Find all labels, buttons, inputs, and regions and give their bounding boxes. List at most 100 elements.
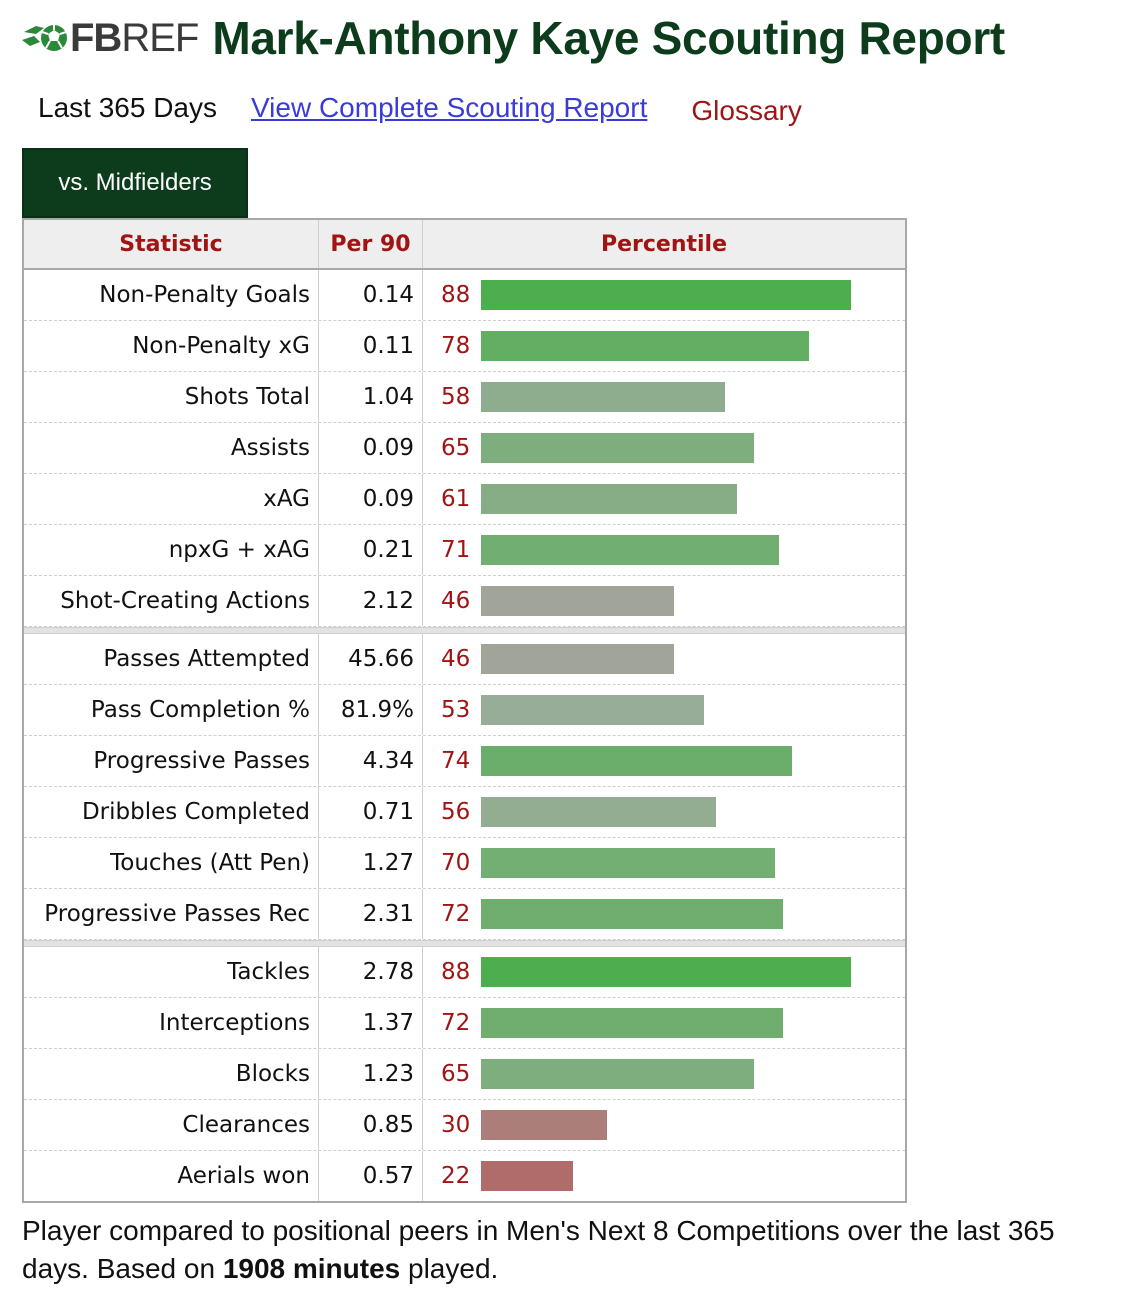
percentile-bar-track [481,1161,895,1191]
tab-vs-midfielders[interactable]: vs. Midfielders [22,148,248,218]
stat-name: Tackles [24,947,319,997]
percentile-cell: 88 [423,947,905,997]
percentile-bar-track [481,1110,895,1140]
soccer-ball-icon [22,25,67,51]
percentile-bar-track [481,957,895,987]
percentile-bar-track [481,797,895,827]
stat-name: Dribbles Completed [24,787,319,837]
per90-value: 1.23 [319,1049,423,1099]
fbref-logo[interactable]: FB REF [22,15,199,61]
percentile-bar-track [481,695,895,725]
percentile-bar-track [481,280,895,310]
stat-name: Aerials won [24,1151,319,1201]
percentile-bar [481,280,851,310]
percentile-bar [481,644,674,674]
scouting-table: Statistic Per 90 Percentile Non-Penalty … [22,218,907,1203]
stat-name: Assists [24,423,319,473]
table-header: Statistic Per 90 Percentile [24,220,905,270]
table-body: Non-Penalty Goals 0.14 88 Non-Penalty xG 0.1… [24,270,905,1201]
percentile-value: 70 [441,850,471,876]
percentile-value: 46 [441,646,471,672]
percentile-value: 74 [441,748,471,774]
footer-text-before: Player compared to positional peers in M… [22,1215,1055,1284]
stat-name: Non-Penalty Goals [24,270,319,320]
percentile-bar [481,331,809,361]
table-row: Progressive Passes Rec 2.31 72 [24,889,905,940]
stat-name: npxG + xAG [24,525,319,575]
percentile-bar [481,433,754,463]
percentile-cell: 61 [423,474,905,524]
percentile-value: 46 [441,588,471,614]
percentile-cell: 58 [423,372,905,422]
percentile-bar-track [481,535,895,565]
percentile-bar-track [481,644,895,674]
per90-value: 1.27 [319,838,423,888]
percentile-bar-track [481,484,895,514]
per90-value: 0.57 [319,1151,423,1201]
stat-name: Progressive Passes [24,736,319,786]
page-title: Mark-Anthony Kaye Scouting Report [212,12,1005,64]
percentile-value: 72 [441,1010,471,1036]
percentile-cell: 46 [423,634,905,684]
percentile-cell: 71 [423,525,905,575]
per90-value: 45.66 [319,634,423,684]
stat-name: Pass Completion % [24,685,319,735]
table-row: Shot-Creating Actions 2.12 46 [24,576,905,627]
table-row: Dribbles Completed 0.71 56 [24,787,905,838]
stat-name: Shot-Creating Actions [24,576,319,626]
per90-value: 2.12 [319,576,423,626]
percentile-cell: 70 [423,838,905,888]
percentile-bar [481,382,725,412]
percentile-value: 71 [441,537,471,563]
percentile-bar-track [481,1059,895,1089]
percentile-cell: 74 [423,736,905,786]
stat-name: Touches (Att Pen) [24,838,319,888]
percentile-cell: 72 [423,998,905,1048]
per90-value: 4.34 [319,736,423,786]
percentile-cell: 22 [423,1151,905,1201]
percentile-bar-track [481,433,895,463]
percentile-bar [481,899,783,929]
table-row: Pass Completion % 81.9% 53 [24,685,905,736]
logo-text-regular: REF [121,15,199,60]
per90-value: 0.21 [319,525,423,575]
table-row: Clearances 0.85 30 [24,1100,905,1151]
percentile-value: 61 [441,486,471,512]
percentile-bar [481,957,851,987]
complete-report-link[interactable]: View Complete Scouting Report [251,92,648,123]
percentile-bar [481,1110,607,1140]
column-header-per90[interactable]: Per 90 [319,220,423,268]
percentile-bar [481,797,716,827]
percentile-bar [481,1008,783,1038]
table-row: Aerials won 0.57 22 [24,1151,905,1201]
per90-value: 0.71 [319,787,423,837]
percentile-cell: 46 [423,576,905,626]
stat-name: Clearances [24,1100,319,1150]
table-row: xAG 0.09 61 [24,474,905,525]
per90-value: 2.78 [319,947,423,997]
footer-text-after: played. [400,1253,499,1284]
footer-note: Player compared to positional peers in M… [22,1212,1122,1288]
group-separator [24,940,905,947]
percentile-cell: 72 [423,889,905,939]
table-row: npxG + xAG 0.21 71 [24,525,905,576]
percentile-bar-track [481,746,895,776]
column-header-statistic[interactable]: Statistic [24,220,319,268]
table-row: Blocks 1.23 65 [24,1049,905,1100]
stat-name: Passes Attempted [24,634,319,684]
stat-name: Progressive Passes Rec [24,889,319,939]
percentile-cell: 56 [423,787,905,837]
stat-name: Interceptions [24,998,319,1048]
sub-navigation: Last 365 Days View Complete Scouting Rep… [38,86,802,130]
percentile-value: 65 [441,1061,471,1087]
per90-value: 0.11 [319,321,423,371]
percentile-cell: 65 [423,1049,905,1099]
percentile-cell: 65 [423,423,905,473]
table-row: Tackles 2.78 88 [24,947,905,998]
per90-value: 81.9% [319,685,423,735]
per90-value: 0.14 [319,270,423,320]
group-separator [24,627,905,634]
column-header-percentile[interactable]: Percentile [600,231,728,257]
glossary-link[interactable]: Glossary [691,95,802,126]
percentile-value: 78 [441,333,471,359]
